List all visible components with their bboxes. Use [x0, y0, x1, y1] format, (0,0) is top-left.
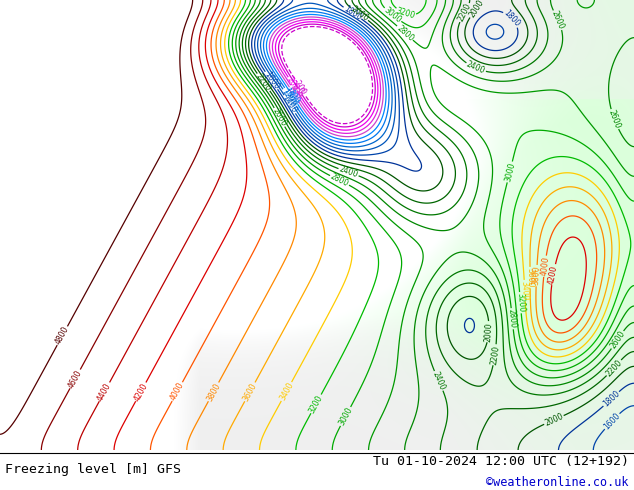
Text: 400: 400: [288, 84, 303, 101]
Text: 2400: 2400: [338, 165, 359, 180]
Text: 3600: 3600: [242, 381, 259, 403]
Text: Tu 01-10-2024 12:00 UTC (12+192): Tu 01-10-2024 12:00 UTC (12+192): [373, 455, 629, 467]
Text: 4000: 4000: [539, 256, 550, 276]
Text: 2000: 2000: [467, 0, 486, 20]
Text: 2600: 2600: [609, 329, 626, 350]
Text: 2200: 2200: [456, 2, 473, 23]
Text: 2800: 2800: [395, 24, 415, 43]
Text: 800: 800: [285, 89, 301, 106]
Text: 600: 600: [286, 86, 302, 103]
Text: 2200: 2200: [604, 358, 624, 378]
Text: 2600: 2600: [271, 107, 288, 128]
Text: 4200: 4200: [133, 381, 150, 402]
Text: 3200: 3200: [307, 393, 325, 415]
Text: Freezing level [m] GFS: Freezing level [m] GFS: [5, 463, 181, 476]
Text: 3200: 3200: [515, 293, 526, 313]
Text: 2200: 2200: [489, 344, 501, 365]
Text: 3800: 3800: [532, 266, 541, 286]
Text: 2200: 2200: [254, 72, 273, 93]
Text: 1800: 1800: [502, 8, 522, 29]
Text: 3200: 3200: [395, 6, 416, 21]
Text: 1000: 1000: [281, 86, 299, 107]
Text: 3800: 3800: [205, 381, 222, 402]
Text: 2000: 2000: [349, 5, 370, 24]
Text: 1800: 1800: [342, 4, 363, 22]
Text: 3400: 3400: [520, 281, 530, 300]
Text: 4600: 4600: [67, 368, 84, 390]
Text: 1200: 1200: [280, 88, 297, 109]
Text: 1600: 1600: [262, 70, 281, 91]
Text: 3000: 3000: [382, 5, 403, 25]
Text: 0: 0: [295, 87, 305, 96]
Text: 3000: 3000: [337, 406, 354, 427]
Text: 4200: 4200: [547, 264, 560, 285]
Text: 1800: 1800: [601, 389, 621, 409]
Text: 4800: 4800: [54, 325, 71, 346]
Text: 2800: 2800: [329, 172, 350, 189]
Text: 2000: 2000: [543, 412, 565, 428]
Text: 1600: 1600: [602, 411, 622, 431]
Text: -200: -200: [292, 77, 308, 97]
Text: 2600: 2600: [550, 9, 566, 31]
Text: 200: 200: [285, 75, 301, 93]
Text: 3000: 3000: [503, 161, 517, 182]
Text: 4000: 4000: [169, 381, 186, 402]
Text: 3600: 3600: [526, 268, 534, 288]
Text: 2600: 2600: [607, 109, 622, 130]
Text: 2000: 2000: [484, 322, 494, 342]
Text: 2400: 2400: [465, 60, 486, 76]
Text: 2400: 2400: [430, 370, 447, 392]
Text: 2800: 2800: [507, 309, 517, 329]
Text: 4400: 4400: [96, 381, 113, 403]
Text: 1400: 1400: [281, 94, 299, 115]
Text: ©weatheronline.co.uk: ©weatheronline.co.uk: [486, 476, 629, 490]
Text: 3400: 3400: [278, 381, 295, 402]
